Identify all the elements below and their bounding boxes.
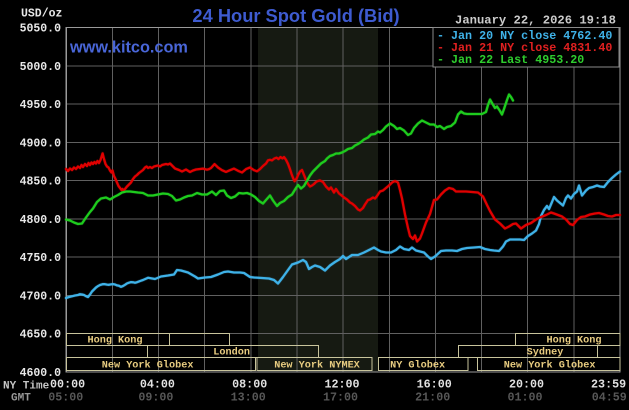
svg-text:16:00: 16:00: [417, 377, 452, 391]
svg-text:GMT: GMT: [11, 393, 31, 405]
svg-text:09:00: 09:00: [138, 391, 173, 405]
svg-text:12:00: 12:00: [324, 377, 359, 391]
svg-text:NY Time: NY Time: [3, 381, 50, 393]
svg-text:January 22, 2026 19:18: January 22, 2026 19:18: [455, 14, 616, 28]
svg-text:USD/oz: USD/oz: [21, 8, 63, 21]
svg-text:4700.0: 4700.0: [20, 290, 62, 303]
svg-text:00:00: 00:00: [50, 377, 85, 391]
svg-text:- Jan 21 NY close 4831.40: - Jan 21 NY close 4831.40: [437, 41, 612, 55]
svg-text:4750.0: 4750.0: [20, 252, 62, 265]
svg-text:4900.0: 4900.0: [20, 137, 62, 150]
svg-text:20:00: 20:00: [509, 377, 544, 391]
svg-text:5050.0: 5050.0: [20, 23, 62, 36]
svg-text:4850.0: 4850.0: [20, 176, 62, 189]
svg-text:Hong Kong: Hong Kong: [87, 335, 142, 346]
svg-text:08:00: 08:00: [232, 377, 267, 391]
svg-text:4800.0: 4800.0: [20, 214, 62, 227]
svg-text:4950.0: 4950.0: [20, 99, 62, 112]
svg-text:Sydney: Sydney: [527, 346, 564, 358]
svg-text:- Jan 20 NY close 4762.40: - Jan 20 NY close 4762.40: [437, 29, 612, 43]
svg-text:New York Globex: New York Globex: [504, 359, 596, 371]
svg-text:24 Hour Spot Gold (Bid): 24 Hour Spot Gold (Bid): [192, 5, 399, 26]
svg-text:04:00: 04:00: [140, 377, 175, 391]
svg-text:NY Globex: NY Globex: [390, 359, 445, 371]
svg-text:5000.0: 5000.0: [20, 61, 62, 74]
svg-text:13:00: 13:00: [231, 391, 266, 405]
svg-text:17:00: 17:00: [323, 391, 358, 405]
svg-text:Hong Kong: Hong Kong: [546, 335, 601, 346]
svg-text:www.kitco.com: www.kitco.com: [69, 39, 188, 57]
svg-text:- Jan 22 Last 4953.20: - Jan 22 Last 4953.20: [437, 53, 584, 67]
svg-text:London: London: [213, 346, 250, 358]
svg-text:New York Globex: New York Globex: [102, 359, 194, 371]
svg-text:4650.0: 4650.0: [20, 329, 62, 342]
svg-text:23:59: 23:59: [591, 377, 626, 391]
svg-text:01:00: 01:00: [507, 391, 542, 405]
svg-text:05:00: 05:00: [48, 391, 83, 405]
svg-text:4600.0: 4600.0: [20, 367, 62, 380]
svg-text:04:59: 04:59: [592, 391, 627, 405]
svg-text:New York NYMEX: New York NYMEX: [274, 359, 360, 371]
svg-text:21:00: 21:00: [415, 391, 450, 405]
